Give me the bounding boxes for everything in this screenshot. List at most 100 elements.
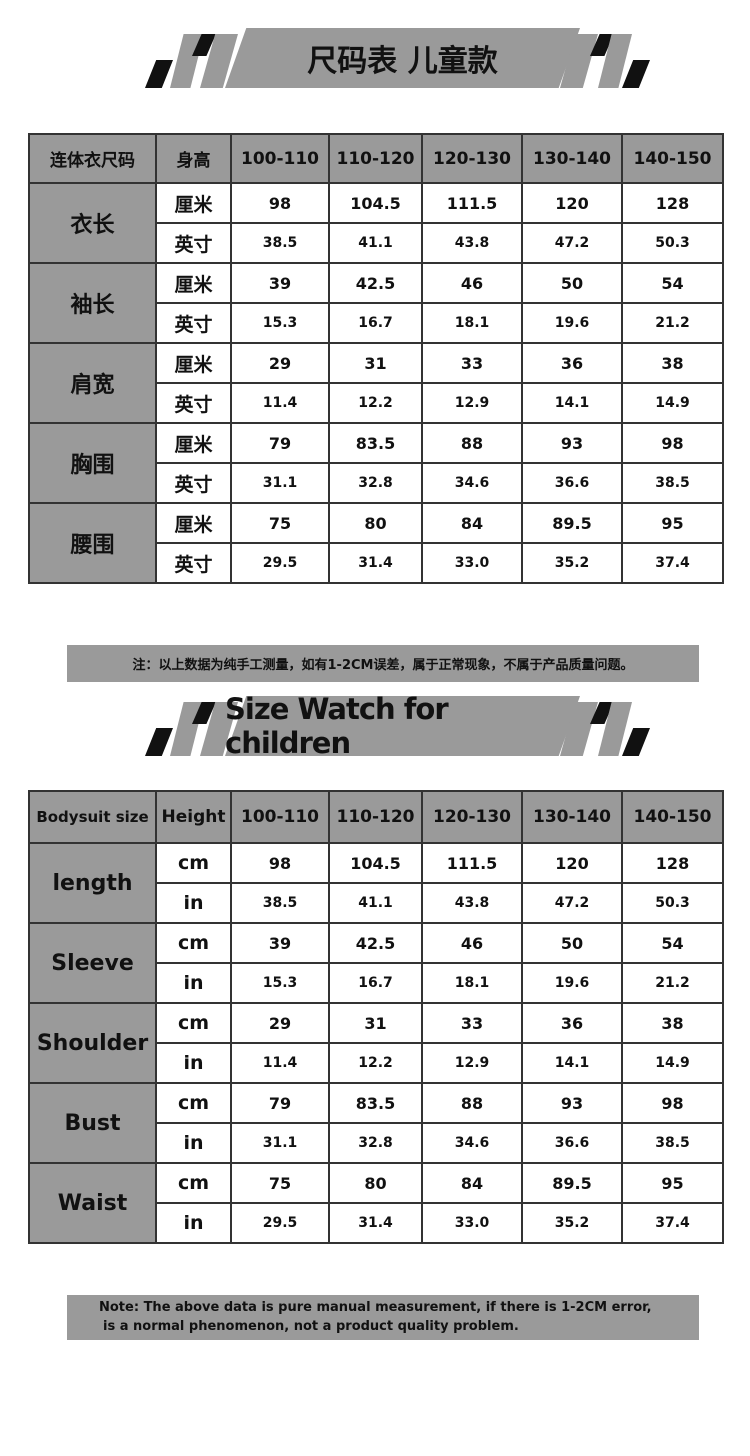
header-cell: 140-150 (621, 790, 724, 844)
value-in: 38.5 (230, 882, 330, 924)
measurement-label: Shoulder (28, 1002, 157, 1084)
value-cm: 88 (421, 422, 523, 464)
value-in: 31.4 (328, 542, 423, 584)
value-in: 36.6 (521, 1122, 623, 1164)
value-in: 43.8 (421, 882, 523, 924)
value-in: 43.8 (421, 222, 523, 264)
header-cell: 120-130 (421, 790, 523, 844)
value-cm: 33 (421, 342, 523, 384)
value-cm: 79 (230, 1082, 330, 1124)
table-row: Bust cm 79 83.5 88 93 98 (28, 1082, 724, 1164)
value-cm: 46 (421, 262, 523, 304)
unit-cm: 厘米 (155, 182, 232, 224)
value-in: 12.9 (421, 382, 523, 424)
unit-in: in (155, 1042, 232, 1084)
table-row: Shoulder cm 29 31 33 36 38 (28, 1002, 724, 1084)
value-cm: 31 (328, 342, 423, 384)
table-row: Waist cm 75 80 84 89.5 95 (28, 1162, 724, 1244)
header-cell: 身高 (155, 133, 232, 184)
value-in: 18.1 (421, 302, 523, 344)
measurement-label: 衣长 (28, 182, 157, 264)
value-cm: 83.5 (328, 422, 423, 464)
header-cell: 120-130 (421, 133, 523, 184)
table-row: in 38.5 41.1 43.8 47.2 50.3 (29, 882, 724, 924)
value-cm: 95 (621, 502, 724, 544)
value-cm: 120 (521, 842, 623, 884)
unit-in: 英寸 (155, 542, 232, 584)
value-cm: 29 (230, 1002, 330, 1044)
value-cm: 50 (521, 262, 623, 304)
table-row: 英寸 29.5 31.4 33.0 35.2 37.4 (29, 542, 724, 584)
table-row: 袖长 厘米 39 42.5 46 50 54 (28, 262, 724, 344)
value-cm: 42.5 (328, 922, 423, 964)
header-cell: 140-150 (621, 133, 724, 184)
value-in: 31.1 (230, 462, 330, 504)
value-cm: 111.5 (421, 842, 523, 884)
measurement-label: 肩宽 (28, 342, 157, 424)
unit-cm: 厘米 (155, 262, 232, 304)
header-cell: 100-110 (230, 133, 330, 184)
value-in: 38.5 (230, 222, 330, 264)
value-in: 33.0 (421, 1202, 523, 1244)
unit-in: in (155, 1202, 232, 1244)
value-in: 41.1 (328, 882, 423, 924)
value-in: 31.4 (328, 1202, 423, 1244)
value-in: 12.2 (328, 382, 423, 424)
value-in: 36.6 (521, 462, 623, 504)
value-in: 19.6 (521, 302, 623, 344)
value-in: 47.2 (521, 882, 623, 924)
header-cell: 连体衣尺码 (28, 133, 157, 184)
header-row: 连体衣尺码 身高 100-110 110-120 120-130 130-140 140-1… (28, 133, 724, 184)
value-cm: 80 (328, 1162, 423, 1204)
value-in: 31.1 (230, 1122, 330, 1164)
table-row: Sleeve cm 39 42.5 46 50 54 (28, 922, 724, 1004)
value-in: 41.1 (328, 222, 423, 264)
table-row: 胸围 厘米 79 83.5 88 93 98 (28, 422, 724, 504)
value-cm: 39 (230, 262, 330, 304)
value-in: 14.1 (521, 1042, 623, 1084)
table-row: in 15.3 16.7 18.1 19.6 21.2 (29, 962, 724, 1004)
value-cm: 79 (230, 422, 330, 464)
value-cm: 98 (230, 182, 330, 224)
value-in: 35.2 (521, 1202, 623, 1244)
table-row: in 31.1 32.8 34.6 36.6 38.5 (29, 1122, 724, 1164)
cn-title: 尺码表 儿童款 (307, 44, 498, 79)
en-title: Size Watch for children (225, 692, 449, 760)
value-cm: 54 (621, 922, 724, 964)
unit-in: in (155, 882, 232, 924)
value-in: 14.9 (621, 382, 724, 424)
value-in: 34.6 (421, 1122, 523, 1164)
unit-cm: cm (155, 1082, 232, 1124)
unit-in: in (155, 1122, 232, 1164)
value-in: 11.4 (230, 382, 330, 424)
value-in: 35.2 (521, 542, 623, 584)
header-cell: 110-120 (328, 133, 423, 184)
measurement-label: 腰围 (28, 502, 157, 584)
value-cm: 36 (521, 342, 623, 384)
value-in: 12.9 (421, 1042, 523, 1084)
unit-cm: cm (155, 922, 232, 964)
value-in: 11.4 (230, 1042, 330, 1084)
unit-cm: cm (155, 1162, 232, 1204)
value-in: 19.6 (521, 962, 623, 1004)
table-row: 腰围 厘米 75 80 84 89.5 95 (28, 502, 724, 584)
unit-in: in (155, 962, 232, 1004)
value-in: 50.3 (621, 222, 724, 264)
value-in: 12.2 (328, 1042, 423, 1084)
value-in: 32.8 (328, 462, 423, 504)
en-size-table: Bodysuit size Height 100-110 110-120 120-130… (28, 790, 724, 1244)
value-cm: 120 (521, 182, 623, 224)
table-row: 英寸 31.1 32.8 34.6 36.6 38.5 (29, 462, 724, 504)
value-cm: 54 (621, 262, 724, 304)
value-cm: 128 (621, 182, 724, 224)
value-in: 16.7 (328, 962, 423, 1004)
value-cm: 104.5 (328, 842, 423, 884)
measurement-label: 胸围 (28, 422, 157, 504)
en-note: Note: The above data is pure manual meas… (67, 1295, 699, 1340)
value-in: 38.5 (621, 462, 724, 504)
header-row: Bodysuit size Height 100-110 110-120 120-130… (28, 790, 724, 844)
value-in: 15.3 (230, 962, 330, 1004)
measurement-label: Bust (28, 1082, 157, 1164)
unit-in: 英寸 (155, 222, 232, 264)
value-in: 29.5 (230, 542, 330, 584)
